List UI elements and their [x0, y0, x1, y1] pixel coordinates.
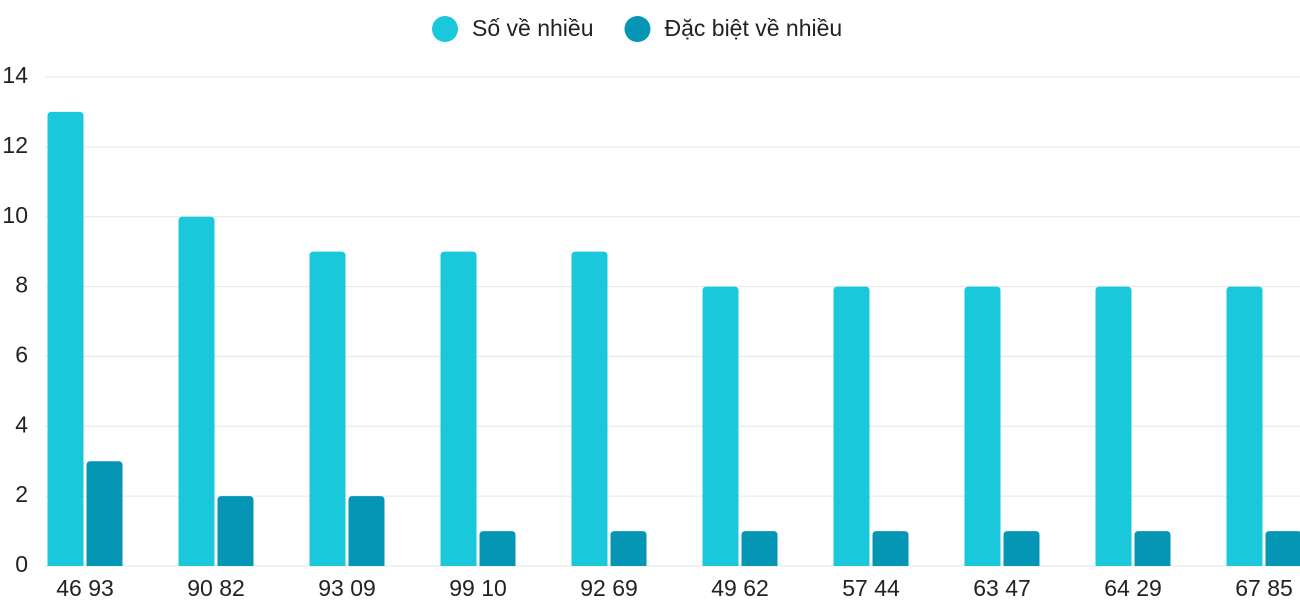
bar: [1003, 531, 1040, 566]
bar: [833, 286, 870, 566]
bar: [86, 461, 123, 566]
x-tick-label: 46 93: [56, 575, 114, 600]
bar: [610, 531, 647, 566]
x-tick-label: 92 69: [580, 575, 638, 600]
legend-label: Số về nhiều: [472, 15, 593, 41]
x-tick-label: 90 82: [187, 575, 245, 600]
bar: [440, 251, 477, 566]
bar: [1265, 531, 1300, 566]
y-tick-label: 0: [15, 551, 28, 577]
x-tick-label: 49 62: [711, 575, 769, 600]
bar: [1226, 286, 1263, 566]
y-tick-label: 2: [15, 481, 28, 507]
x-tick-label: 99 10: [449, 575, 507, 600]
bar: [702, 286, 739, 566]
bar: [47, 111, 84, 566]
y-tick-label: 6: [15, 342, 28, 368]
bar: [571, 251, 608, 566]
bar: [1134, 531, 1171, 566]
y-tick-label: 14: [2, 62, 28, 88]
y-tick-label: 8: [15, 272, 28, 298]
legend-marker: [432, 16, 458, 42]
x-tick-label: 64 29: [1104, 575, 1162, 600]
bar: [872, 531, 909, 566]
y-tick-label: 10: [2, 202, 28, 228]
x-tick-label: 93 09: [318, 575, 376, 600]
bar: [309, 251, 346, 566]
y-tick-label: 4: [15, 411, 28, 437]
bar: [479, 531, 516, 566]
bar: [217, 496, 254, 566]
legend-marker: [624, 16, 651, 42]
x-tick-label: 63 47: [973, 575, 1031, 600]
x-tick-label: 67 85: [1235, 575, 1293, 600]
x-tick-label: 57 44: [842, 575, 900, 600]
bar: [348, 496, 385, 566]
y-tick-label: 12: [2, 132, 28, 158]
bar: [741, 531, 778, 566]
bar: [1095, 286, 1132, 566]
bar: [964, 286, 1001, 566]
legend-label: Đặc biệt về nhiều: [664, 15, 842, 41]
bar: [178, 216, 215, 566]
